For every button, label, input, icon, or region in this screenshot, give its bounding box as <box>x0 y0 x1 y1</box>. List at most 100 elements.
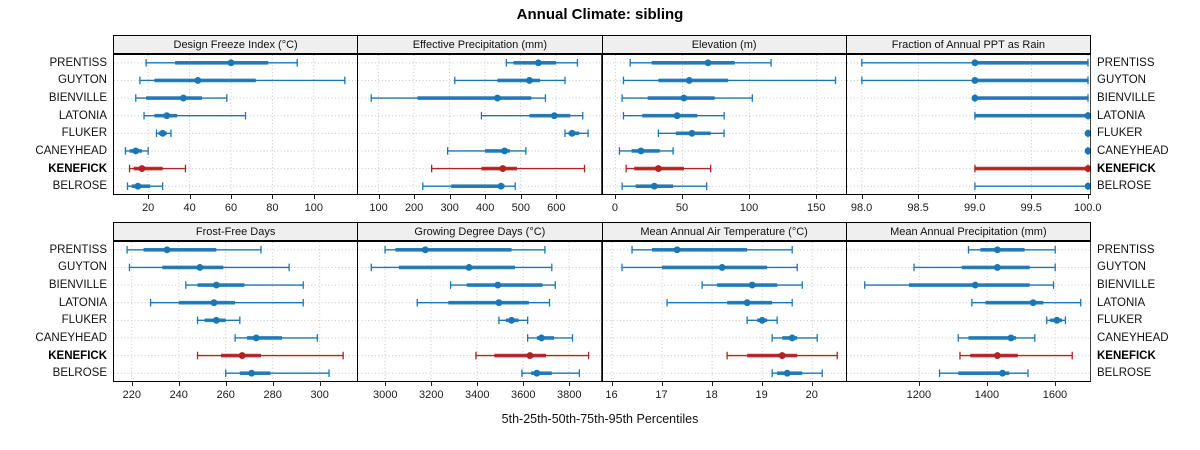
panel-canvas <box>113 241 359 382</box>
axis-tick-label: 98.0 <box>850 202 873 214</box>
axis-tick <box>319 382 321 386</box>
axis-tick-label: 20 <box>142 202 155 214</box>
axis-tick-label: 3800 <box>557 389 582 401</box>
interval-row <box>620 94 753 102</box>
interval-row <box>450 281 557 289</box>
axis-tick <box>378 195 380 199</box>
axis-tick-label: 300 <box>310 389 329 401</box>
median-dot <box>654 165 662 172</box>
median-dot <box>748 281 756 289</box>
panel-strip: Design Freeze Index (°C) <box>113 35 359 54</box>
axis-tick-label: 3400 <box>465 389 490 401</box>
axis-tick <box>569 382 571 386</box>
median-dot <box>134 182 142 190</box>
median-dot <box>783 369 791 377</box>
axis-tick <box>225 382 227 386</box>
site-label-right: LATONIA <box>1097 109 1146 122</box>
panel-strip-title: Mean Annual Air Temperature (°C) <box>640 225 808 238</box>
site-label-left: BIENVILLE <box>48 279 107 292</box>
site-label-right: LATONIA <box>1097 296 1146 309</box>
median-dot <box>1007 334 1015 342</box>
interval-row <box>620 263 798 272</box>
site-label-left: LATONIA <box>58 109 107 122</box>
panel-canvas <box>845 241 1091 382</box>
interval-row <box>629 59 772 67</box>
axis-tick-label: 20 <box>805 389 818 401</box>
axis-tick-label: 60 <box>224 202 238 214</box>
site-label-right: CANEYHEAD <box>1097 331 1169 344</box>
median-dot <box>194 77 202 84</box>
axis-tick-label: 40 <box>183 202 196 214</box>
panel-strip: Frost-Free Days <box>113 222 359 241</box>
median-dot <box>538 334 546 342</box>
median-dot <box>210 299 218 307</box>
site-label-right: GUYTON <box>1097 261 1146 274</box>
site-label-right: GUYTON <box>1097 74 1146 87</box>
median-dot <box>673 112 681 120</box>
axis-tick-label: 600 <box>547 202 566 214</box>
site-label-left: BIENVILLE <box>48 92 107 105</box>
panel-strip: Mean Annual Air Temperature (°C) <box>601 222 847 241</box>
median-dot <box>1084 112 1091 120</box>
panel-strip: Elevation (m) <box>601 35 847 54</box>
axis-tick-label: 200 <box>404 202 424 214</box>
site-label-right: FLUKER <box>1097 314 1143 327</box>
site-label-right: BIENVILLE <box>1097 92 1156 105</box>
site-label-left: GUYTON <box>58 74 107 87</box>
axis-tick-label: 220 <box>122 389 141 401</box>
axis-tick-label: 80 <box>266 202 279 214</box>
axis-tick-label: 150 <box>807 202 826 214</box>
axis-tick <box>682 195 684 199</box>
interval-row <box>370 263 553 272</box>
median-dot <box>993 264 1001 271</box>
interval-row <box>618 147 674 155</box>
median-dot <box>993 246 1001 254</box>
median-dot <box>971 77 979 84</box>
axis-tick <box>189 195 191 199</box>
median-dot <box>163 246 171 254</box>
median-dot <box>679 94 687 102</box>
median-dot <box>422 246 429 254</box>
median-dot <box>1084 182 1091 190</box>
interval-row <box>128 164 187 173</box>
median-dot <box>718 264 726 271</box>
axis-tick-label: 500 <box>511 202 530 214</box>
panel-canvas <box>357 54 603 195</box>
axis-tick-label: 400 <box>476 202 495 214</box>
axis-tick-label: 18 <box>705 389 718 401</box>
interval-row <box>135 94 228 102</box>
axis-tick <box>711 382 713 386</box>
median-dot <box>526 77 534 84</box>
site-label-right: FLUKER <box>1097 127 1143 140</box>
panel-strip: Fraction of Annual PPT as Rain <box>845 35 1091 54</box>
axis-tick <box>272 195 274 199</box>
median-dot <box>758 316 766 324</box>
median-dot <box>159 129 167 137</box>
interval-row <box>745 316 778 325</box>
axis-tick-label: 300 <box>440 202 459 214</box>
median-dot <box>688 129 695 137</box>
interval-row <box>149 298 304 307</box>
panel-strip-title: Frost-Free Days <box>195 225 276 238</box>
panel-strip-title: Fraction of Annual PPT as Rain <box>891 38 1046 51</box>
axis-tick-label: 260 <box>216 389 235 401</box>
median-dot <box>1084 129 1091 137</box>
axis-tick <box>485 195 487 199</box>
axis-tick-label: 19 <box>755 389 768 401</box>
median-dot <box>508 316 516 324</box>
axis-tick <box>1087 195 1089 199</box>
axis-tick <box>477 382 479 386</box>
panel-canvas <box>113 54 359 195</box>
panel-strip: Growing Degree Days (°C) <box>357 222 603 241</box>
interval-row <box>771 369 823 377</box>
interval-row <box>185 281 304 289</box>
interval-row <box>126 246 262 254</box>
panel-strip-title: Elevation (m) <box>691 38 757 51</box>
panel-strip: Mean Annual Precipitation (mm) <box>845 222 1091 241</box>
axis-tick <box>520 195 522 199</box>
median-dot <box>196 264 204 271</box>
axis-tick <box>761 382 763 386</box>
site-label-left: LATONIA <box>58 296 107 309</box>
axis-tick-label: 0 <box>611 202 618 214</box>
axis-tick <box>749 195 751 199</box>
